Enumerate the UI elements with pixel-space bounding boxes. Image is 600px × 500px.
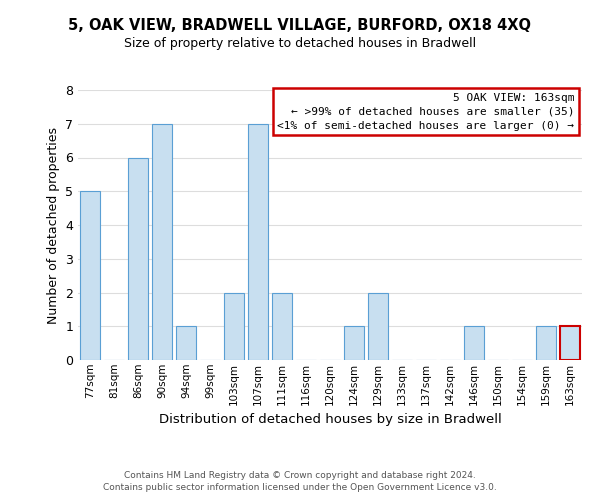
Bar [464, 326, 484, 360]
Bar [272, 292, 292, 360]
Text: 5, OAK VIEW, BRADWELL VILLAGE, BURFORD, OX18 4XQ: 5, OAK VIEW, BRADWELL VILLAGE, BURFORD, … [68, 18, 532, 32]
Bar [560, 326, 580, 360]
Text: Contains HM Land Registry data © Crown copyright and database right 2024.: Contains HM Land Registry data © Crown c… [124, 471, 476, 480]
Y-axis label: Number of detached properties: Number of detached properties [47, 126, 59, 324]
Bar [152, 124, 172, 360]
Bar [176, 326, 196, 360]
Text: Contains public sector information licensed under the Open Government Licence v3: Contains public sector information licen… [103, 484, 497, 492]
Bar [248, 124, 268, 360]
Bar [536, 326, 556, 360]
Bar [80, 191, 100, 360]
Bar [344, 326, 364, 360]
Bar [368, 292, 388, 360]
Bar [128, 158, 148, 360]
X-axis label: Distribution of detached houses by size in Bradwell: Distribution of detached houses by size … [158, 413, 502, 426]
Text: Size of property relative to detached houses in Bradwell: Size of property relative to detached ho… [124, 38, 476, 51]
Bar [224, 292, 244, 360]
Text: 5 OAK VIEW: 163sqm
← >99% of detached houses are smaller (35)
<1% of semi-detach: 5 OAK VIEW: 163sqm ← >99% of detached ho… [277, 92, 574, 130]
